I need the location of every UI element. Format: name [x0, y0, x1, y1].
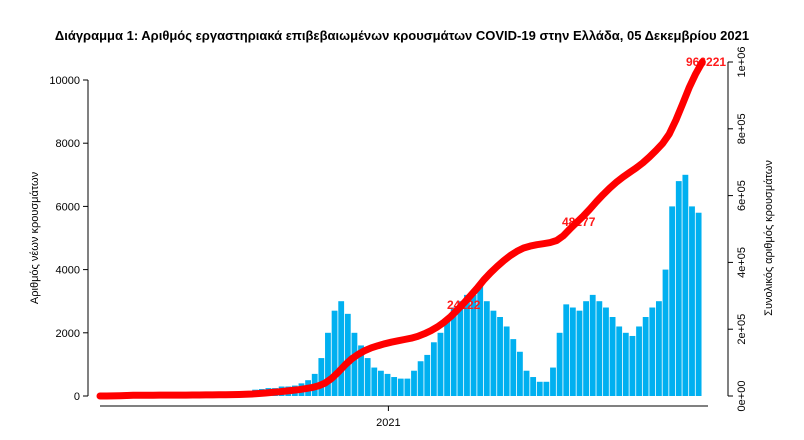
bar [325, 332, 331, 396]
bar [437, 332, 444, 396]
y2-tick-label: 6e+05 [736, 180, 748, 211]
bar [510, 339, 517, 396]
bar [483, 301, 490, 396]
y2-tick-label: 8e+05 [736, 113, 748, 144]
bar [404, 378, 411, 396]
bar [464, 294, 470, 396]
bar [411, 370, 417, 396]
bar [331, 310, 338, 396]
y-axis-label: Αριθμός νέων κρουσμάτων [29, 171, 41, 304]
bar [536, 381, 543, 396]
bar [338, 301, 345, 396]
bar [358, 345, 364, 396]
bar [642, 317, 649, 396]
bar [616, 326, 623, 396]
bar [695, 212, 702, 396]
bar [364, 358, 371, 396]
bar [477, 285, 484, 396]
bar [603, 307, 609, 396]
bar [556, 332, 563, 396]
bar [636, 326, 642, 396]
y-tick-label: 6000 [56, 201, 80, 213]
bar [682, 174, 689, 396]
bar [318, 358, 325, 396]
bar [457, 301, 464, 396]
bar [470, 294, 477, 396]
bar [569, 307, 576, 396]
bar [583, 301, 590, 396]
y-tick-label: 8000 [56, 138, 80, 150]
bar [497, 317, 503, 396]
bar [417, 361, 424, 396]
bar [530, 377, 537, 396]
bar [371, 367, 378, 396]
annotation: 966221 [686, 55, 726, 69]
bar [622, 332, 629, 396]
y-tick-label: 2000 [56, 328, 80, 340]
bar [649, 307, 656, 396]
bar [444, 320, 451, 396]
bar [516, 351, 523, 396]
y2-axis-label: Συνολικός αριθμός κρουσμάτων [763, 160, 775, 316]
bar [596, 301, 603, 396]
bar [655, 301, 662, 396]
bar [662, 269, 669, 396]
y2-tick-label: 1e+06 [736, 47, 748, 78]
y-tick-label: 10000 [49, 75, 80, 87]
bar [424, 354, 431, 396]
bar [377, 370, 384, 396]
bar [344, 313, 351, 396]
bar [589, 294, 596, 396]
bar [563, 304, 570, 396]
bar [503, 326, 510, 396]
bar [523, 370, 530, 396]
cumulative-line [96, 58, 706, 400]
bar [351, 332, 358, 396]
bar [450, 307, 457, 396]
bar [543, 381, 550, 396]
y2-tick-label: 0e+00 [736, 381, 748, 412]
x-tick-label: 2021 [376, 417, 400, 429]
bar [384, 373, 391, 396]
bar [490, 310, 497, 396]
y-tick-label: 0 [74, 391, 80, 403]
bar [397, 378, 404, 396]
chart-title: Διάγραμμα 1: Αριθμός εργαστηριακά επιβεβ… [54, 28, 750, 43]
y2-tick-label: 4e+05 [736, 247, 748, 278]
bar [629, 335, 636, 396]
bar [550, 367, 556, 396]
bar [675, 181, 682, 396]
bar [669, 206, 676, 396]
bar [576, 310, 583, 396]
bar [430, 342, 437, 396]
bar [689, 206, 695, 396]
y2-tick-label: 2e+05 [736, 314, 748, 345]
y-tick-label: 4000 [56, 265, 80, 277]
bar [391, 377, 398, 396]
bar [609, 317, 616, 396]
